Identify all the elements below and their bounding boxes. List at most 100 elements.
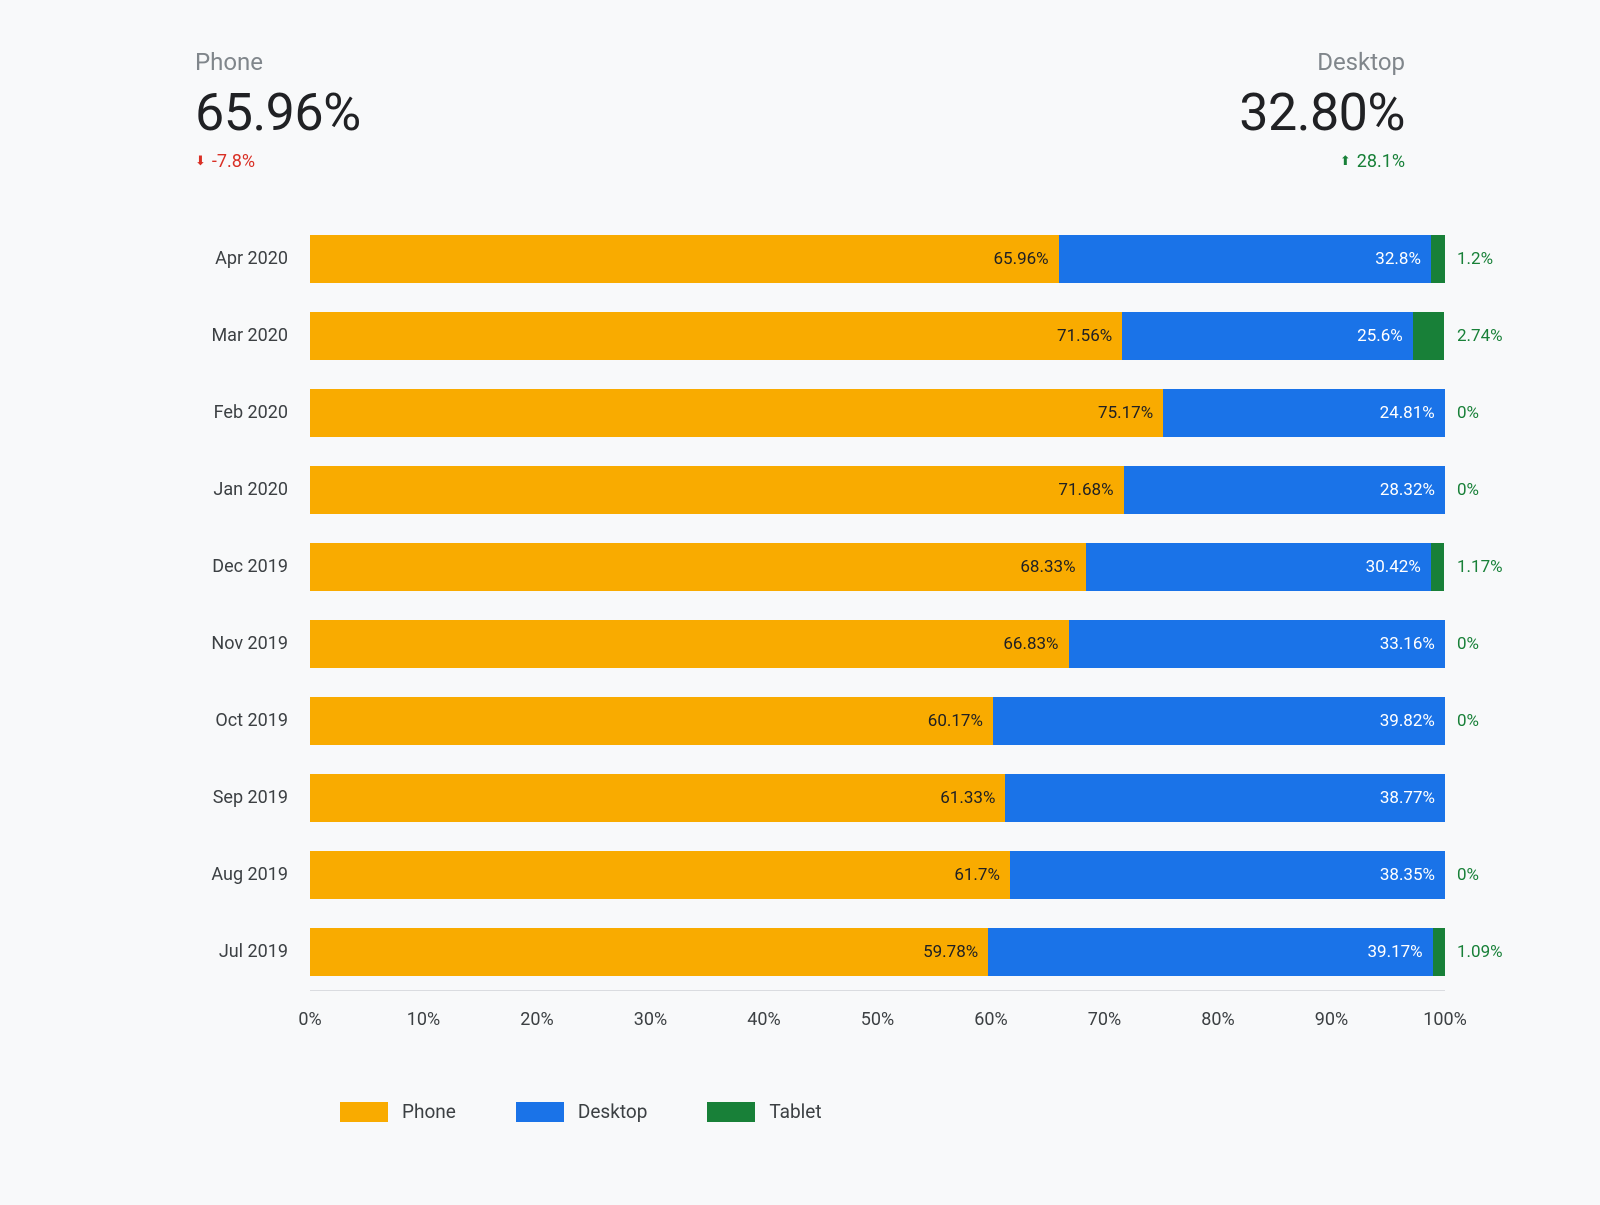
tablet-value-label: 1.2% <box>1457 249 1493 269</box>
arrow-down-icon: ⬇ <box>195 155 206 168</box>
chart-row: Sep 201961.33%38.77% <box>195 759 1445 836</box>
tablet-value-label: 1.17% <box>1457 557 1503 577</box>
bar-segment-desktop: 30.42% <box>1086 543 1431 591</box>
x-axis-tick: 100% <box>1423 1009 1467 1030</box>
x-axis-tick: 90% <box>1315 1009 1348 1030</box>
tablet-value-label: 0% <box>1457 480 1479 500</box>
row-label: Dec 2019 <box>195 556 310 577</box>
chart-container: Phone 65.96% ⬇ -7.8% Desktop 32.80% ⬆ 28… <box>60 48 1540 1205</box>
metric-phone-value: 65.96% <box>195 82 361 143</box>
bar-segment-desktop: 32.8% <box>1059 235 1431 283</box>
bar-segment-phone: 60.17% <box>310 697 993 745</box>
chart-row: Aug 201961.7%38.35%0% <box>195 836 1445 913</box>
bar-segment-desktop: 39.17% <box>988 928 1432 976</box>
bar-track: 59.78%39.17%1.09% <box>310 928 1445 976</box>
bar-segment-desktop: 33.16% <box>1069 620 1445 668</box>
legend-desktop-label: Desktop <box>578 1100 648 1123</box>
bar-segment-tablet <box>1433 928 1445 976</box>
legend-phone-label: Phone <box>402 1100 456 1123</box>
metric-phone-delta-value: -7.8% <box>212 151 255 172</box>
metric-phone-label: Phone <box>195 48 361 76</box>
bar-track: 71.56%25.6%2.74% <box>310 312 1445 360</box>
chart-row: Feb 202075.17%24.81%0% <box>195 374 1445 451</box>
metric-desktop-delta-value: 28.1% <box>1357 151 1405 172</box>
bar-segment-phone: 61.33% <box>310 774 1005 822</box>
row-label: Mar 2020 <box>195 325 310 346</box>
chart-rows: Apr 202065.96%32.8%1.2% Mar 202071.56%25.… <box>195 220 1445 990</box>
bar-segment-tablet <box>1413 312 1444 360</box>
legend-phone-swatch <box>340 1102 388 1122</box>
x-axis-tick: 50% <box>861 1009 894 1030</box>
metric-desktop-delta: ⬆ 28.1% <box>1340 151 1405 172</box>
bar-segment-phone: 71.68% <box>310 466 1124 514</box>
x-axis-tick: 10% <box>407 1009 440 1030</box>
row-label: Apr 2020 <box>195 248 310 269</box>
chart-row: Jan 202071.68%28.32%0% <box>195 451 1445 528</box>
bar-segment-desktop: 25.6% <box>1122 312 1413 360</box>
legend-desktop-swatch <box>516 1102 564 1122</box>
bar-segment-phone: 66.83% <box>310 620 1069 668</box>
bar-track: 71.68%28.32%0% <box>310 466 1445 514</box>
metric-desktop-value: 32.80% <box>1239 82 1405 143</box>
bar-track: 66.83%33.16%0% <box>310 620 1445 668</box>
legend-tablet-label: Tablet <box>769 1100 821 1123</box>
metric-phone: Phone 65.96% ⬇ -7.8% <box>195 48 361 172</box>
x-axis: 0%10%20%30%40%50%60%70%80%90%100% <box>310 990 1445 1050</box>
x-axis-tick: 60% <box>974 1009 1007 1030</box>
bar-track: 61.33%38.77% <box>310 774 1445 822</box>
bar-track: 75.17%24.81%0% <box>310 389 1445 437</box>
legend-tablet-swatch <box>707 1102 755 1122</box>
row-label: Jan 2020 <box>195 479 310 500</box>
row-label: Sep 2019 <box>195 787 310 808</box>
arrow-up-icon: ⬆ <box>1340 155 1351 168</box>
x-axis-tick: 30% <box>634 1009 667 1030</box>
bar-segment-desktop: 39.82% <box>993 697 1445 745</box>
chart-area: Apr 202065.96%32.8%1.2%Mar 202071.56%25.… <box>60 220 1540 1050</box>
x-axis-tick: 0% <box>298 1009 321 1030</box>
row-label: Nov 2019 <box>195 633 310 654</box>
bar-segment-tablet <box>1431 235 1445 283</box>
row-label: Feb 2020 <box>195 402 310 423</box>
bar-segment-desktop: 38.77% <box>1005 774 1445 822</box>
row-label: Oct 2019 <box>195 710 310 731</box>
row-label: Aug 2019 <box>195 864 310 885</box>
x-axis-tick: 70% <box>1088 1009 1121 1030</box>
legend: Phone Desktop Tablet <box>60 1100 1540 1123</box>
row-label: Jul 2019 <box>195 941 310 962</box>
chart-row: Oct 201960.17%39.82%0% <box>195 682 1445 759</box>
bar-segment-phone: 75.17% <box>310 389 1163 437</box>
x-axis-tick: 20% <box>520 1009 553 1030</box>
chart-row: Dec 201968.33%30.42%1.17% <box>195 528 1445 605</box>
bar-segment-phone: 59.78% <box>310 928 988 976</box>
metric-desktop: Desktop 32.80% ⬆ 28.1% <box>1239 48 1405 172</box>
bar-segment-desktop: 24.81% <box>1163 389 1445 437</box>
bar-segment-phone: 61.7% <box>310 851 1010 899</box>
tablet-value-label: 0% <box>1457 403 1479 423</box>
tablet-value-label: 0% <box>1457 865 1479 885</box>
bar-segment-phone: 68.33% <box>310 543 1086 591</box>
metrics-header: Phone 65.96% ⬇ -7.8% Desktop 32.80% ⬆ 28… <box>60 48 1540 172</box>
bar-segment-tablet <box>1431 543 1444 591</box>
bar-track: 65.96%32.8%1.2% <box>310 235 1445 283</box>
chart-row: Nov 201966.83%33.16%0% <box>195 605 1445 682</box>
legend-phone: Phone <box>340 1100 456 1123</box>
bar-track: 60.17%39.82%0% <box>310 697 1445 745</box>
bar-segment-desktop: 28.32% <box>1124 466 1445 514</box>
chart-row: Jul 201959.78%39.17%1.09% <box>195 913 1445 990</box>
bar-track: 61.7%38.35%0% <box>310 851 1445 899</box>
legend-tablet: Tablet <box>707 1100 821 1123</box>
chart-row: Mar 202071.56%25.6%2.74% <box>195 297 1445 374</box>
metric-desktop-label: Desktop <box>1317 48 1405 76</box>
bar-track: 68.33%30.42%1.17% <box>310 543 1445 591</box>
tablet-value-label: 0% <box>1457 711 1479 731</box>
tablet-value-label: 1.09% <box>1457 942 1503 962</box>
legend-desktop: Desktop <box>516 1100 648 1123</box>
metric-phone-delta: ⬇ -7.8% <box>195 151 361 172</box>
bar-segment-phone: 71.56% <box>310 312 1122 360</box>
tablet-value-label: 2.74% <box>1457 326 1503 346</box>
x-axis-tick: 40% <box>747 1009 780 1030</box>
x-axis-tick: 80% <box>1201 1009 1234 1030</box>
tablet-value-label: 0% <box>1457 634 1479 654</box>
bar-segment-desktop: 38.35% <box>1010 851 1445 899</box>
bar-segment-phone: 65.96% <box>310 235 1059 283</box>
